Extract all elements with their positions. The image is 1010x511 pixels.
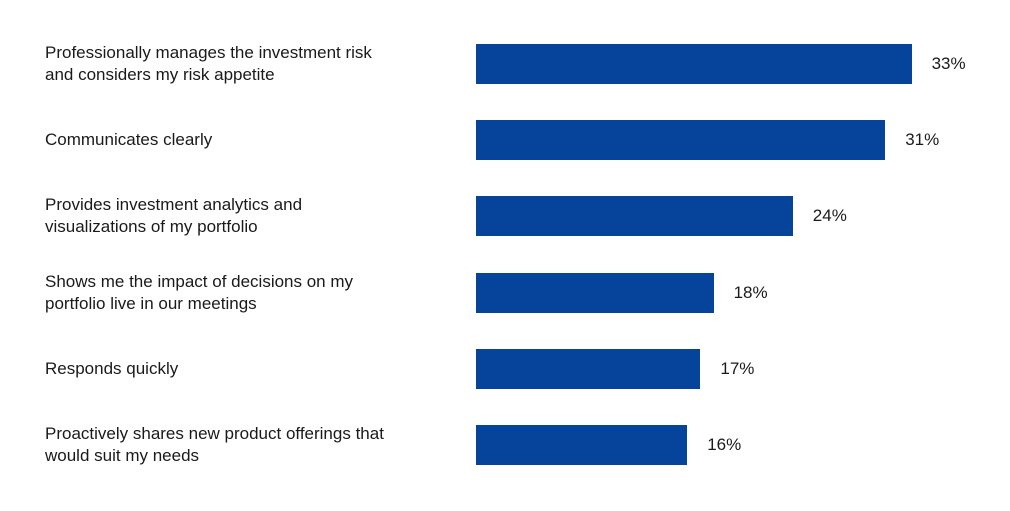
- bar: [476, 196, 793, 237]
- value-label: 16%: [707, 435, 742, 454]
- value-label: 31%: [905, 130, 940, 150]
- value-label: 17%: [720, 358, 755, 378]
- value-label: 18%: [733, 282, 768, 302]
- category-label: Professionally manages the investment ri…: [45, 43, 372, 84]
- bar: [476, 272, 714, 313]
- category-label: Provides investment analytics and visual…: [45, 195, 303, 237]
- bar: [476, 120, 886, 161]
- category-label: Shows me the impact of decisions on my p…: [45, 271, 354, 313]
- bar: [476, 348, 701, 389]
- bar: [476, 425, 688, 465]
- category-label: Responds quickly: [45, 358, 179, 378]
- bar: [476, 44, 912, 84]
- value-label: 24%: [812, 206, 847, 226]
- category-label: Communicates clearly: [45, 130, 213, 150]
- value-label: 33%: [931, 54, 966, 73]
- category-label: Proactively shares new product offerings…: [45, 424, 384, 465]
